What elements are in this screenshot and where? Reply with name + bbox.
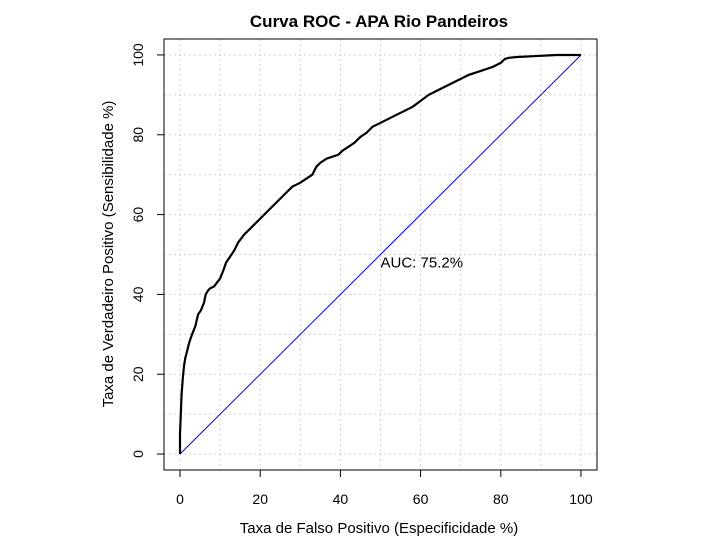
y-tick-label: 20 bbox=[130, 366, 146, 382]
reference-diagonal-line bbox=[179, 54, 582, 455]
y-axis: 0 20 40 60 80 100 bbox=[130, 43, 165, 458]
y-tick-label: 80 bbox=[130, 127, 146, 143]
grid bbox=[164, 39, 597, 470]
x-tick-label: 40 bbox=[333, 491, 349, 507]
y-tick-label: 0 bbox=[130, 450, 146, 458]
y-tick-label: 40 bbox=[130, 286, 146, 302]
roc-curve bbox=[178, 53, 581, 454]
y-tick-label: 60 bbox=[130, 207, 146, 223]
y-axis-label: Taxa de Verdadeiro Positivo (Sensibilida… bbox=[100, 101, 117, 408]
x-tick-label: 20 bbox=[252, 491, 268, 507]
x-axis-label: Taxa de Falso Positivo (Especificidade %… bbox=[240, 520, 518, 537]
x-tick-label: 100 bbox=[569, 491, 593, 507]
x-tick-label: 80 bbox=[493, 491, 509, 507]
x-tick-label: 60 bbox=[413, 491, 429, 507]
x-axis: 0 20 40 60 80 100 bbox=[176, 469, 593, 507]
y-tick-label: 100 bbox=[130, 43, 146, 67]
auc-annotation: AUC: 75.2% bbox=[381, 254, 464, 271]
chart-title: Curva ROC - APA Rio Pandeiros bbox=[250, 12, 508, 31]
x-tick-label: 0 bbox=[176, 491, 184, 507]
